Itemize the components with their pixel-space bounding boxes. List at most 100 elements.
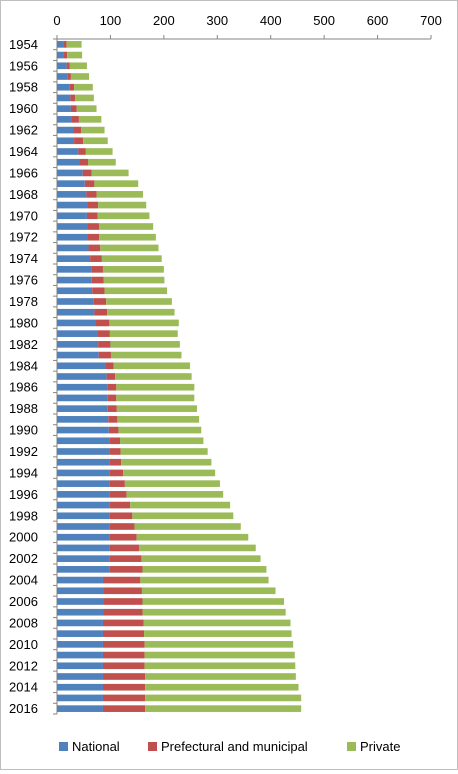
- bar-segment-prefectural: [102, 683, 146, 691]
- bar-segment-private: [134, 523, 241, 530]
- bar-segment-prefectural: [63, 41, 67, 48]
- bar-segment-private: [109, 330, 178, 337]
- bar-segment-national: [57, 619, 103, 627]
- bar-segment-national: [57, 383, 108, 391]
- y-tick-label: 1974: [9, 251, 38, 266]
- y-tick-label: 1978: [9, 294, 38, 309]
- bar-segment-national: [57, 544, 110, 552]
- bar-segment-private: [110, 341, 180, 348]
- x-tick-label: 0: [53, 13, 60, 28]
- bar-segment-national: [57, 73, 68, 80]
- bar-segment-prefectural: [70, 105, 77, 112]
- bar-segment-national: [57, 576, 103, 584]
- bar-segment-national: [57, 426, 109, 434]
- y-tick-label: 1972: [9, 230, 38, 245]
- bar-segment-prefectural: [107, 383, 117, 391]
- bar-segment-national: [57, 437, 110, 445]
- bar-segment-prefectural: [93, 298, 107, 305]
- bar-segment-national: [57, 694, 103, 702]
- bar-segment-prefectural: [103, 587, 142, 595]
- bar-segment-prefectural: [78, 148, 86, 155]
- bar-segment-private: [144, 641, 294, 648]
- bar-segment-prefectural: [87, 233, 100, 241]
- bars: [57, 41, 302, 712]
- bar-segment-private: [106, 298, 172, 305]
- bar-segment-private: [121, 458, 212, 466]
- bar-segment-national: [57, 51, 64, 59]
- bar-segment-private: [117, 416, 200, 423]
- bar-segment-prefectural: [109, 555, 142, 562]
- y-tick-label: 1962: [9, 123, 38, 138]
- bar-segment-private: [109, 319, 179, 327]
- bar-segment-private: [113, 362, 191, 370]
- bar-segment-national: [57, 201, 88, 209]
- bar-segment-private: [66, 41, 82, 48]
- bar-segment-prefectural: [108, 416, 118, 423]
- y-tick-label: 1986: [9, 380, 38, 395]
- bar-segment-prefectural: [82, 169, 92, 177]
- bar-segment-prefectural: [63, 51, 68, 59]
- bar-segment-prefectural: [106, 373, 116, 380]
- bar-segment-prefectural: [109, 544, 140, 552]
- bar-segment-national: [57, 330, 98, 337]
- bar-segment-private: [142, 608, 286, 616]
- bar-segment-private: [97, 212, 150, 220]
- bar-segment-prefectural: [91, 276, 104, 284]
- bar-segment-prefectural: [102, 662, 145, 670]
- bar-segment-prefectural: [108, 426, 119, 434]
- bar-segment-national: [57, 394, 108, 402]
- legend-swatch-national: [59, 742, 68, 751]
- bar-segment-national: [57, 287, 93, 295]
- bar-segment-private: [98, 201, 147, 209]
- bar-segment-prefectural: [70, 94, 76, 102]
- bar-segment-national: [57, 512, 110, 520]
- bar-segment-national: [57, 319, 97, 327]
- bar-segment-private: [85, 148, 113, 155]
- bar-segment-prefectural: [88, 244, 101, 252]
- bar-segment-private: [103, 276, 165, 284]
- bar-segment-prefectural: [79, 158, 88, 166]
- bar-segment-private: [144, 662, 296, 670]
- bar-segment-national: [57, 662, 103, 670]
- bar-segment-national: [57, 276, 92, 284]
- bar-segment-private: [100, 244, 159, 252]
- bar-segment-national: [57, 587, 104, 595]
- bar-segment-prefectural: [103, 598, 143, 605]
- bar-segment-private: [91, 169, 129, 177]
- bar-segment-prefectural: [92, 287, 105, 295]
- x-tick-label: 300: [206, 13, 228, 28]
- y-tick-label: 1996: [9, 487, 38, 502]
- bar-segment-national: [57, 94, 71, 102]
- bar-segment-national: [57, 126, 74, 134]
- bar-segment-prefectural: [66, 62, 70, 70]
- bar-segment-national: [57, 244, 89, 252]
- bar-segment-prefectural: [102, 630, 145, 637]
- bar-segment-national: [57, 416, 109, 423]
- bar-segment-private: [74, 83, 93, 91]
- bar-segment-private: [70, 73, 90, 80]
- bar-segment-national: [57, 298, 94, 305]
- y-tick-label: 2008: [9, 615, 38, 630]
- bar-segment-private: [83, 137, 108, 145]
- bar-segment-prefectural: [86, 191, 97, 198]
- bar-segment-national: [57, 255, 91, 262]
- bar-segment-private: [99, 233, 156, 241]
- y-tick-label: 1980: [9, 315, 38, 330]
- x-tick-label: 500: [313, 13, 335, 28]
- bar-segment-prefectural: [102, 673, 146, 680]
- bar-segment-prefectural: [74, 137, 84, 145]
- y-tick-label: 2012: [9, 658, 38, 673]
- y-tick-label: 1990: [9, 423, 38, 438]
- bar-segment-private: [145, 705, 302, 712]
- bar-segment-national: [57, 651, 103, 659]
- bar-segment-national: [57, 469, 110, 477]
- bar-segment-private: [101, 255, 162, 262]
- y-tick-label: 1994: [9, 465, 38, 480]
- bar-segment-prefectural: [94, 308, 108, 316]
- bar-segment-private: [115, 373, 192, 380]
- bar-segment-prefectural: [102, 619, 144, 627]
- bar-segment-private: [116, 394, 195, 402]
- bar-segment-prefectural: [98, 341, 111, 348]
- legend-swatch-private: [347, 742, 356, 751]
